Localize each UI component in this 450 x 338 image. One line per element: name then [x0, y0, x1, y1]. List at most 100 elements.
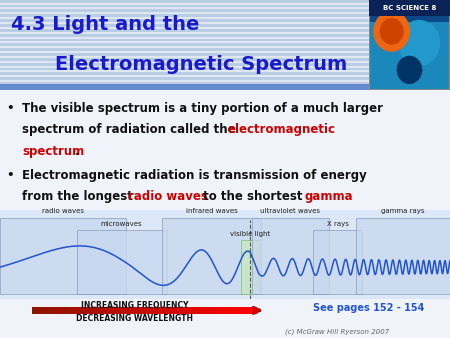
Bar: [152, 307, 156, 314]
Text: .: .: [55, 212, 59, 225]
Bar: [155, 307, 160, 314]
Bar: [148, 307, 153, 314]
Circle shape: [374, 11, 410, 51]
Bar: [204, 307, 209, 314]
Text: infrared waves: infrared waves: [185, 208, 238, 214]
Bar: [181, 307, 186, 314]
Text: spectrum: spectrum: [22, 145, 85, 158]
Bar: [76, 307, 81, 314]
Text: X rays: X rays: [327, 221, 348, 227]
Circle shape: [380, 19, 403, 44]
Bar: [212, 307, 216, 314]
Bar: [242, 307, 246, 314]
Bar: [54, 307, 58, 314]
Text: to the shortest: to the shortest: [199, 190, 307, 203]
Bar: [159, 307, 164, 314]
Bar: [122, 307, 126, 314]
Circle shape: [399, 21, 440, 65]
Bar: [166, 307, 171, 314]
Text: radio waves: radio waves: [42, 208, 84, 214]
Text: BC SCIENCE 8: BC SCIENCE 8: [383, 5, 436, 11]
Bar: [39, 307, 44, 314]
Bar: [84, 307, 89, 314]
Text: DECREASING WAVELENGTH: DECREASING WAVELENGTH: [76, 314, 194, 323]
Bar: [249, 307, 254, 314]
Bar: [197, 307, 201, 314]
Bar: [95, 307, 100, 314]
Text: Electromagnetic Spectrum: Electromagnetic Spectrum: [55, 55, 347, 74]
Text: gamma: gamma: [304, 190, 353, 203]
Text: electromagnetic: electromagnetic: [227, 123, 335, 136]
Bar: [114, 307, 119, 314]
Bar: [129, 307, 134, 314]
Text: ultraviolet waves: ultraviolet waves: [260, 208, 320, 214]
Bar: [226, 307, 231, 314]
Bar: [136, 307, 141, 314]
Bar: [219, 307, 224, 314]
Bar: [69, 307, 74, 314]
Bar: [88, 307, 92, 314]
Bar: [253, 307, 257, 314]
Bar: [215, 307, 220, 314]
Bar: [245, 307, 250, 314]
Bar: [185, 307, 190, 314]
Bar: [234, 307, 238, 314]
Bar: [162, 218, 261, 294]
Bar: [193, 307, 198, 314]
Bar: [43, 307, 47, 314]
Bar: [140, 307, 145, 314]
Bar: [65, 307, 70, 314]
Bar: [46, 307, 51, 314]
Text: spectrum of radiation called the: spectrum of radiation called the: [22, 123, 240, 136]
Bar: [163, 307, 167, 314]
Bar: [208, 307, 212, 314]
Bar: [238, 307, 243, 314]
Bar: [189, 307, 194, 314]
Text: .: .: [75, 145, 80, 158]
Circle shape: [397, 56, 422, 83]
Bar: [118, 307, 122, 314]
Text: (c) McGraw Hill Ryerson 2007: (c) McGraw Hill Ryerson 2007: [285, 328, 390, 335]
Text: INCREASING FREQUENCY: INCREASING FREQUENCY: [81, 301, 189, 310]
Bar: [133, 307, 137, 314]
Bar: [76, 231, 166, 294]
Bar: [144, 307, 148, 314]
Bar: [369, 22, 450, 90]
Bar: [230, 307, 235, 314]
Text: The visible spectrum is a tiny portion of a much larger: The visible spectrum is a tiny portion o…: [22, 101, 383, 115]
Bar: [170, 307, 175, 314]
Text: from the longest: from the longest: [22, 190, 138, 203]
Text: visible light: visible light: [230, 231, 270, 237]
Bar: [91, 307, 96, 314]
Text: microwaves: microwaves: [101, 221, 142, 227]
Bar: [58, 307, 63, 314]
Bar: [99, 307, 104, 314]
Bar: [50, 307, 55, 314]
Text: radio waves: radio waves: [128, 190, 208, 203]
Bar: [73, 307, 77, 314]
Bar: [103, 307, 108, 314]
Text: gamma rays: gamma rays: [381, 208, 424, 214]
Text: waves: waves: [22, 212, 64, 225]
Text: •: •: [7, 101, 14, 115]
Bar: [369, 0, 450, 16]
Bar: [35, 307, 40, 314]
Bar: [62, 307, 66, 314]
Text: •: •: [7, 169, 14, 182]
Bar: [178, 307, 182, 314]
Bar: [356, 218, 450, 294]
Bar: [125, 307, 130, 314]
Bar: [107, 307, 111, 314]
Text: Electromagnetic radiation is transmission of energy: Electromagnetic radiation is transmissio…: [22, 169, 367, 182]
Bar: [223, 307, 227, 314]
Bar: [252, 218, 328, 294]
Text: 4.3 Light and the: 4.3 Light and the: [11, 15, 199, 34]
Bar: [80, 307, 85, 314]
Bar: [313, 231, 362, 294]
Bar: [0, 218, 126, 294]
Bar: [241, 240, 259, 294]
Bar: [0, 84, 369, 90]
Bar: [32, 307, 36, 314]
Text: See pages 152 - 154: See pages 152 - 154: [313, 303, 425, 313]
Bar: [110, 307, 115, 314]
